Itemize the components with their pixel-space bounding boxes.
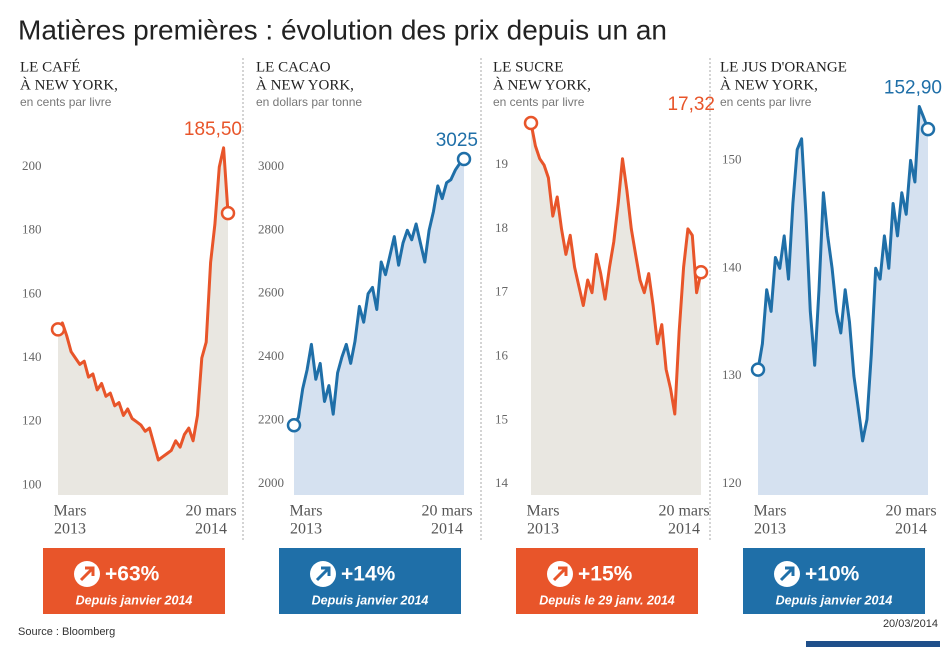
value-label: 152,90	[884, 77, 942, 98]
x-tick-label: Mars	[290, 503, 323, 520]
panel-title: LE CACAO	[256, 59, 331, 75]
main-title: Matières premières : évolution des prix …	[18, 14, 667, 45]
y-tick-label: 17	[495, 284, 509, 299]
end-point	[288, 419, 300, 431]
panel-subtitle: en dollars par tonne	[256, 95, 362, 109]
panel-subtitle: en cents par livre	[493, 95, 585, 109]
value-label: 3025	[436, 130, 478, 151]
x-tick-label: Mars	[754, 503, 787, 520]
y-tick-label: 16	[495, 348, 509, 363]
infographic: Matières premières : évolution des prix …	[0, 0, 944, 647]
y-tick-label: 140	[22, 349, 42, 364]
end-point	[525, 117, 537, 129]
end-point	[752, 364, 764, 376]
y-tick-label: 120	[22, 413, 42, 428]
value-label: 185,50	[184, 119, 242, 140]
logo-strip	[806, 641, 940, 647]
badge-value: +14%	[341, 563, 396, 586]
x-tick-label: 2014	[668, 521, 700, 538]
end-point	[222, 207, 234, 219]
badge-value: +10%	[805, 563, 860, 586]
x-tick-label: 20 mars	[421, 503, 472, 520]
end-point	[922, 123, 934, 135]
x-tick-label: 2014	[431, 521, 463, 538]
panel-title: À NEW YORK,	[20, 76, 118, 93]
badge-note: Depuis janvier 2014	[776, 593, 893, 607]
area	[531, 123, 701, 495]
y-tick-label: 18	[495, 220, 508, 235]
value-label: 17,32	[667, 94, 715, 115]
x-tick-label: 20 mars	[885, 503, 936, 520]
badge-value: +15%	[578, 563, 633, 586]
y-tick-label: 19	[495, 156, 508, 171]
y-tick-label: 180	[22, 222, 42, 237]
x-tick-label: 2013	[527, 521, 559, 538]
y-tick-label: 100	[22, 476, 42, 491]
x-tick-label: 2013	[54, 521, 86, 538]
y-tick-label: 2800	[258, 221, 284, 236]
x-tick-label: 20 mars	[185, 503, 236, 520]
panel-title: À NEW YORK,	[720, 76, 818, 93]
source: Source : Bloomberg	[18, 626, 115, 638]
panel-title: À NEW YORK,	[493, 76, 591, 93]
panel-subtitle: en cents par livre	[20, 95, 112, 109]
x-tick-label: 20 mars	[658, 503, 709, 520]
area	[58, 148, 228, 495]
end-point	[52, 323, 64, 335]
area	[294, 159, 464, 495]
y-tick-label: 15	[495, 411, 508, 426]
badge-note: Depuis le 29 janv. 2014	[539, 593, 675, 607]
y-tick-label: 2400	[258, 348, 284, 363]
end-point	[458, 153, 470, 165]
panel-title: LE SUCRE	[493, 59, 563, 75]
y-tick-label: 150	[722, 151, 742, 166]
end-point	[695, 266, 707, 278]
y-tick-label: 120	[722, 475, 742, 490]
panel-subtitle: en cents par livre	[720, 95, 812, 109]
y-tick-label: 140	[722, 259, 742, 274]
panel-title: LE CAFÉ	[20, 58, 80, 75]
x-tick-label: 2014	[895, 521, 927, 538]
date: 20/03/2014	[883, 618, 938, 630]
badge-note: Depuis janvier 2014	[312, 593, 429, 607]
y-tick-label: 2600	[258, 285, 284, 300]
y-tick-label: 130	[722, 367, 742, 382]
y-tick-label: 200	[22, 158, 42, 173]
badge-note: Depuis janvier 2014	[76, 593, 193, 607]
y-tick-label: 2200	[258, 411, 284, 426]
panel-title: LE JUS D'ORANGE	[720, 59, 847, 75]
x-tick-label: Mars	[527, 503, 560, 520]
x-tick-label: Mars	[54, 503, 87, 520]
y-tick-label: 14	[495, 475, 509, 490]
y-tick-label: 3000	[258, 158, 284, 173]
y-tick-label: 160	[22, 285, 42, 300]
x-tick-label: 2013	[754, 521, 786, 538]
panel-title: À NEW YORK,	[256, 76, 354, 93]
x-tick-label: 2013	[290, 521, 322, 538]
y-tick-label: 2000	[258, 475, 284, 490]
badge-value: +63%	[105, 563, 160, 586]
x-tick-label: 2014	[195, 521, 227, 538]
